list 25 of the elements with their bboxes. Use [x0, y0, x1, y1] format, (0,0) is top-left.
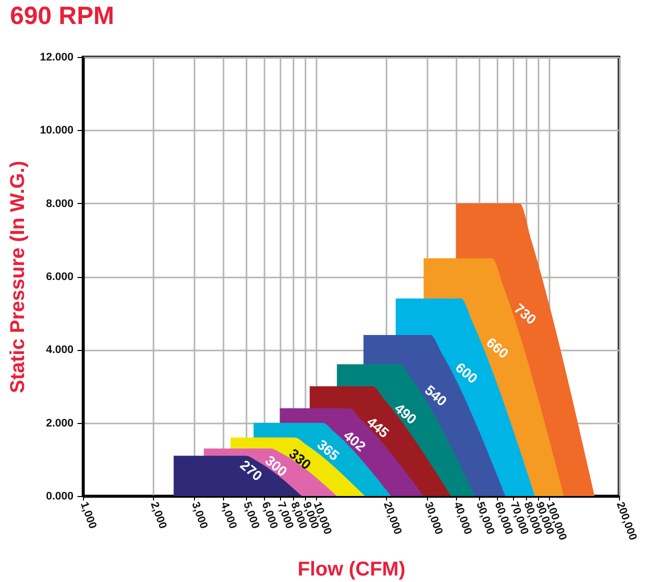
- x-tick-label: 2,000: [148, 500, 169, 530]
- x-axis-title: Flow (CFM): [298, 558, 406, 581]
- x-tick-label: 1,000: [78, 500, 99, 530]
- y-tick-label: 10.000: [40, 124, 74, 137]
- series-label: 660: [484, 334, 512, 362]
- x-tick-label: 3,000: [189, 500, 210, 530]
- x-tick-label: 50,000: [474, 500, 496, 536]
- x-tick-label: 5,000: [240, 500, 262, 530]
- x-tick-label: 40,000: [451, 500, 474, 536]
- series-label: 365: [314, 436, 343, 464]
- x-tick-label: 30,000: [422, 500, 445, 536]
- x-tick-label: 20,000: [380, 500, 404, 536]
- series-label: 600: [452, 359, 481, 387]
- y-tick-label: 4.000: [46, 344, 74, 356]
- chart-title: 690 RPM: [10, 2, 114, 30]
- series-label: 540: [422, 382, 450, 410]
- y-tick-label: 6.000: [46, 271, 74, 283]
- series-label: 730: [511, 300, 540, 328]
- y-axis-title: Static Pressure (In W.G.): [6, 160, 29, 394]
- y-tick-label: 12.000: [40, 52, 74, 64]
- y-tick-label: 8.000: [46, 198, 74, 210]
- y-tick-label: 0.000: [46, 490, 74, 502]
- x-tick-label: 4,000: [218, 500, 239, 530]
- y-tick-label: 2.000: [46, 417, 74, 430]
- series-label: 490: [392, 400, 420, 428]
